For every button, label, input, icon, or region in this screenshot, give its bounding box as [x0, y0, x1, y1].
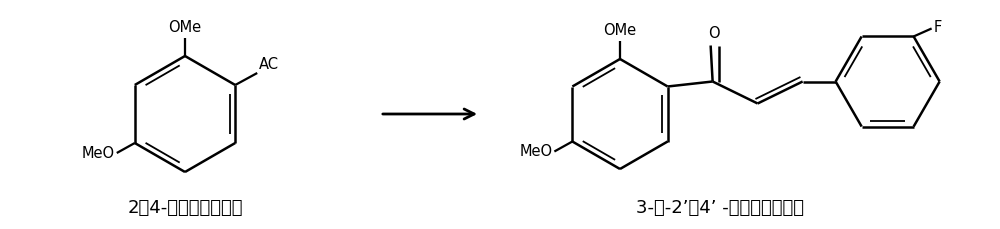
Text: OMe: OMe	[168, 20, 202, 35]
Text: OMe: OMe	[603, 23, 637, 38]
Text: 2，4-二甲氧基苯乙酮: 2，4-二甲氧基苯乙酮	[127, 199, 243, 217]
Text: AC: AC	[259, 57, 279, 72]
Text: MeO: MeO	[519, 144, 552, 159]
Text: O: O	[708, 27, 719, 41]
Text: F: F	[934, 20, 942, 35]
Text: MeO: MeO	[82, 145, 115, 161]
Text: 3-氟-2’，4’ -二甲氧基查尔酮: 3-氟-2’，4’ -二甲氧基查尔酮	[636, 199, 804, 217]
